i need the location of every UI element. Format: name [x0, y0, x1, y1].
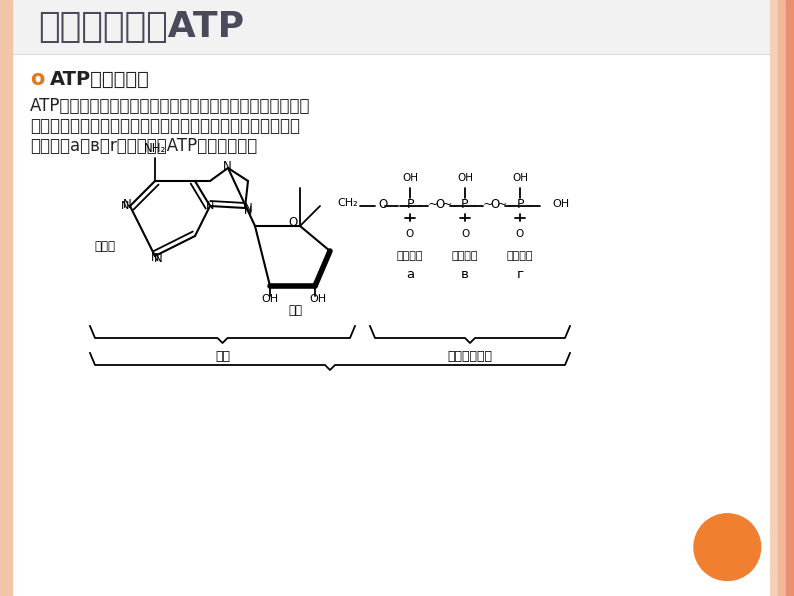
Text: ~: ~ [428, 197, 438, 210]
Text: ~: ~ [441, 197, 453, 210]
Text: 成的。这三个磷酸基团从与分子中腺苷基团连接处算起，依次: 成的。这三个磷酸基团从与分子中腺苷基团连接处算起，依次 [30, 117, 300, 135]
Text: P: P [461, 197, 468, 210]
Text: N: N [222, 160, 231, 172]
Text: O: O [435, 197, 445, 210]
Text: г: г [516, 268, 523, 281]
Text: O: O [491, 197, 499, 210]
Text: P: P [516, 197, 524, 210]
Text: O: O [516, 229, 524, 239]
Text: 核糖: 核糖 [288, 305, 302, 318]
Text: OH: OH [512, 173, 528, 183]
Text: N: N [206, 201, 214, 211]
Text: N: N [244, 206, 252, 216]
Text: в: в [461, 268, 469, 281]
Text: 三个磷酸基团: 三个磷酸基团 [448, 349, 492, 362]
Text: N: N [122, 197, 131, 210]
Text: CH₂: CH₂ [337, 198, 358, 208]
Text: 磷酸基团: 磷酸基团 [507, 251, 534, 261]
Text: 腺苷: 腺苷 [215, 349, 230, 362]
Text: 腺嘌呤: 腺嘌呤 [94, 240, 115, 253]
Text: ATP是由一分子腺嘌呤、一分子核糖和三个相连的磷酸基团构: ATP是由一分子腺嘌呤、一分子核糖和三个相连的磷酸基团构 [30, 97, 310, 115]
Text: NH₂: NH₂ [144, 142, 166, 156]
Text: 直接能源物质ATP: 直接能源物质ATP [38, 10, 244, 44]
Bar [786, 0, 794, 596]
Bar [0, 0, 12, 596]
Bar [770, 0, 778, 596]
Text: 分别称为a、в、r磷酸基团。ATP的结构式是：: 分别称为a、в、r磷酸基团。ATP的结构式是： [30, 137, 257, 155]
Text: OH: OH [310, 294, 326, 304]
Text: ~: ~ [483, 197, 493, 210]
Text: O: O [461, 229, 469, 239]
Text: N: N [244, 203, 252, 216]
Text: N: N [153, 253, 163, 265]
Text: ATP的结构特性: ATP的结构特性 [50, 70, 150, 88]
Text: O: O [288, 216, 298, 229]
Text: ~: ~ [497, 197, 507, 210]
Text: OH: OH [402, 173, 418, 183]
Text: 磷酸基团: 磷酸基团 [397, 251, 423, 261]
Text: O: O [378, 197, 387, 210]
Text: O: O [406, 229, 414, 239]
Text: a: a [406, 268, 414, 281]
Text: OH: OH [552, 199, 569, 209]
Text: N: N [151, 253, 159, 263]
Circle shape [694, 514, 761, 581]
Text: 磷酸基团: 磷酸基团 [452, 251, 478, 261]
Text: OH: OH [457, 173, 473, 183]
Text: P: P [407, 197, 414, 210]
Bar [12, 0, 770, 53]
Text: N: N [121, 201, 129, 211]
Text: o: o [30, 69, 44, 89]
Text: OH: OH [261, 294, 279, 304]
Bar [778, 0, 786, 596]
